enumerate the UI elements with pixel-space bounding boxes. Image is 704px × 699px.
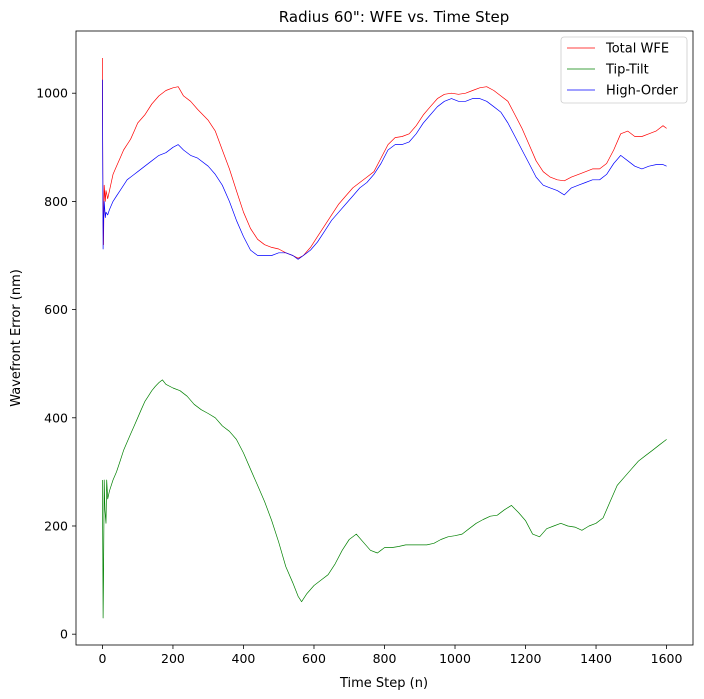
x-tick-label: 200 [161,651,185,666]
plot-frame [75,30,694,646]
y-axis-label: Wavefront Error (nm) [9,269,24,407]
legend-box [560,36,688,104]
y-tick-label: 600 [44,302,68,317]
x-tick-label: 1400 [580,651,612,666]
x-tick-label: 600 [302,651,326,666]
x-tick-label: 1000 [439,651,471,666]
chart-title: Radius 60": WFE vs. Time Step [279,8,509,26]
legend-label: Tip-Tilt [605,63,649,78]
x-tick-label: 0 [98,651,106,666]
y-tick-label: 1000 [36,86,68,101]
series-line-tip-tilt [102,379,667,619]
legend: Total WFE Tip-Tilt High-Order [560,36,688,104]
legend-label: Total WFE [605,42,669,57]
y-axis: 0 200 400 600 800 1000 [36,86,76,642]
x-tick-label: 1200 [510,651,542,666]
y-tick-label: 0 [60,627,68,642]
y-tick-label: 800 [44,194,68,209]
legend-label: High-Order [606,84,679,99]
x-axis: 0 200 400 600 800 1000 1200 1400 1600 [98,645,683,666]
x-tick-label: 800 [373,651,397,666]
x-tick-label: 400 [232,651,256,666]
series-line-total-wfe [102,57,667,259]
x-axis-label: Time Step (n) [339,676,428,691]
series-line-high-order [102,79,667,260]
x-tick-label: 1600 [651,651,683,666]
series-layer [102,57,667,619]
y-tick-label: 400 [44,410,68,425]
y-tick-label: 200 [44,518,68,533]
